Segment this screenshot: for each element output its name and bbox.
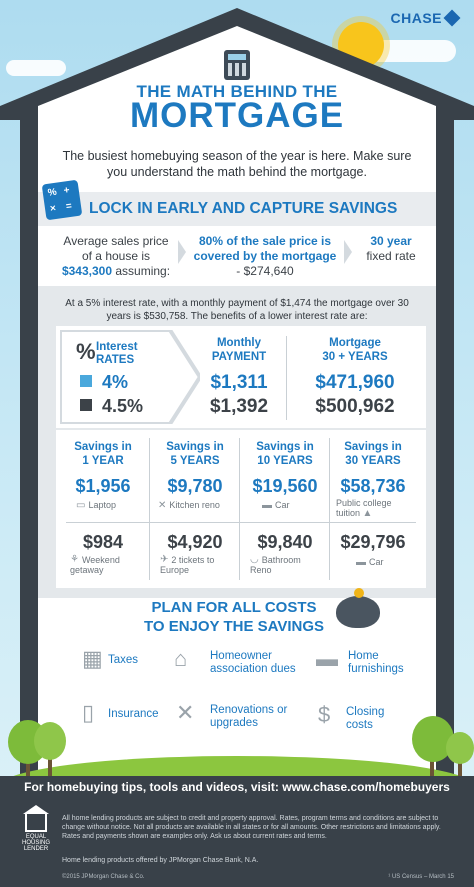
assumption-coverage: 80% of the sale price is covered by the … bbox=[193, 234, 337, 278]
car-icon: ▬ bbox=[356, 557, 366, 568]
copyright: ©2015 JPMorgan Chase & Co. bbox=[62, 874, 145, 880]
laptop-icon: ▭ bbox=[76, 500, 86, 511]
plane-icon: ✈ bbox=[160, 554, 169, 565]
divider bbox=[329, 438, 330, 580]
divider bbox=[239, 438, 240, 580]
rate-low: 4% bbox=[80, 372, 128, 393]
assumption-price: Average sales price of a house is $343,3… bbox=[61, 234, 171, 278]
interest-rates-label: Interest RATES bbox=[96, 341, 138, 366]
cost-closing: Closing costs bbox=[346, 706, 385, 731]
mortgage-low: $471,960 bbox=[315, 372, 395, 393]
monthly-high: $1,392 bbox=[209, 396, 269, 417]
cost-renovations: Renovations or upgrades bbox=[210, 704, 288, 729]
mortgage-high: $500,962 bbox=[315, 396, 395, 417]
cloud bbox=[368, 40, 456, 62]
calculator-icon: ▦ bbox=[82, 646, 103, 671]
piggy-bank-icon bbox=[336, 588, 380, 628]
house-icon: ⌂ bbox=[174, 646, 188, 671]
tree bbox=[430, 748, 434, 776]
document-icon: ▯ bbox=[82, 700, 95, 725]
calculator-icon bbox=[224, 50, 250, 80]
title-small: THE MATH BEHIND THE bbox=[136, 82, 338, 101]
equal-housing-lender-logo: EQUAL HOUSING LENDER bbox=[20, 805, 52, 854]
assumption-term: 30 year fixed rate bbox=[366, 234, 416, 263]
interest-rate-arrow bbox=[60, 330, 200, 424]
lock-title: LOCK IN EARLY AND CAPTURE SAVINGS bbox=[89, 200, 398, 217]
graduation-cap-icon: ▲ bbox=[362, 508, 373, 519]
chevron-right-icon bbox=[344, 240, 352, 264]
mortgage-total-header: Mortgage 30 + YEARS bbox=[322, 337, 388, 363]
tree bbox=[34, 722, 66, 760]
house-wall-right bbox=[436, 106, 454, 778]
divider bbox=[149, 438, 150, 580]
monthly-payment-header: Monthly PAYMENT bbox=[211, 337, 267, 363]
house-wall-left bbox=[20, 106, 38, 778]
offered-by: Home lending products offered by JPMorga… bbox=[62, 857, 259, 864]
palm-tree-icon: ⚘ bbox=[70, 554, 79, 565]
chase-logo: CHASE bbox=[390, 9, 461, 27]
cloud bbox=[6, 60, 66, 76]
lock-banner bbox=[38, 192, 436, 226]
cost-furnishings: Home furnishings bbox=[348, 650, 404, 675]
tree bbox=[446, 732, 474, 764]
tools-icon: ✕ bbox=[176, 700, 195, 725]
rate-high: 4.5% bbox=[80, 396, 143, 417]
legal-disclaimer: All home lending products are subject to… bbox=[62, 815, 441, 840]
plan-title: PLAN FOR ALL COSTS TO ENJOY THE SAVINGS bbox=[143, 599, 325, 635]
tools-icon: ✕ bbox=[158, 500, 167, 511]
divider bbox=[286, 336, 287, 420]
rates-intro: At a 5% interest rate, with a monthly pa… bbox=[65, 298, 409, 322]
intro-text: The busiest homebuying season of the yea… bbox=[62, 149, 412, 179]
page-title: MORTGAGE bbox=[129, 96, 345, 135]
sofa-icon: ▬ bbox=[316, 646, 338, 671]
tree bbox=[48, 752, 52, 776]
divider bbox=[66, 522, 416, 523]
percent-icon: % bbox=[76, 339, 96, 364]
source-note: ¹ US Census – March 15 bbox=[388, 874, 454, 880]
chevron-right-icon bbox=[178, 240, 186, 264]
homebuyers-link[interactable]: For homebuying tips, tools and videos, v… bbox=[24, 780, 450, 794]
cost-taxes: Taxes bbox=[108, 654, 139, 666]
bathtub-icon: ◡ bbox=[250, 554, 259, 565]
savings-card bbox=[56, 430, 426, 588]
cost-hoa: Homeowner association dues bbox=[210, 650, 296, 675]
monthly-low: $1,311 bbox=[210, 372, 268, 393]
dollar-icon: $ bbox=[318, 702, 331, 727]
math-symbols-icon: % + × = bbox=[41, 179, 83, 221]
tree bbox=[458, 756, 462, 776]
cost-insurance: Insurance bbox=[108, 708, 159, 720]
car-icon: ▬ bbox=[262, 500, 272, 511]
footer bbox=[0, 776, 474, 887]
